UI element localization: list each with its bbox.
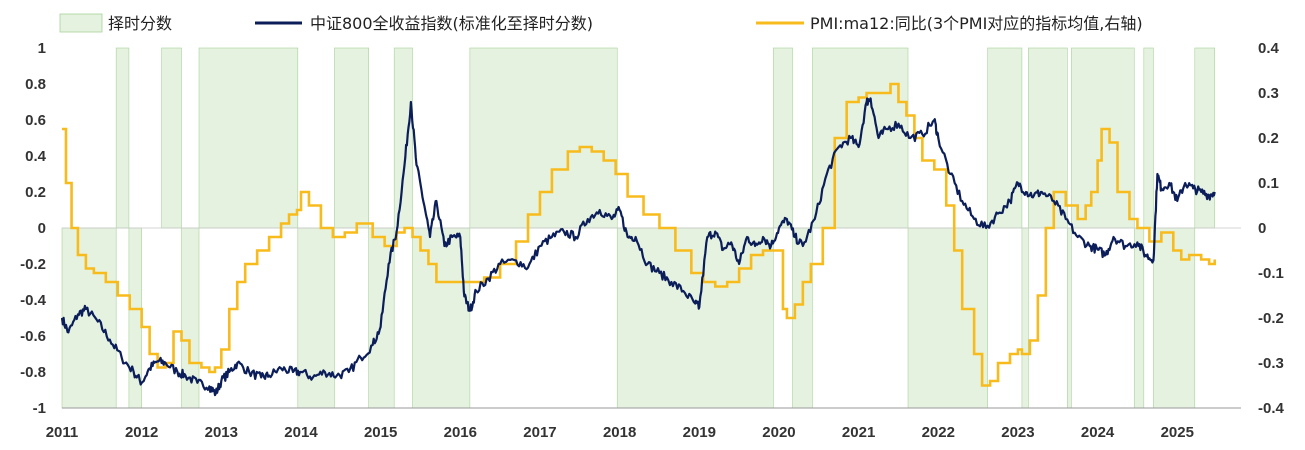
timing-score-positive-band <box>393 47 413 229</box>
timing-score-positive-band <box>987 47 1023 229</box>
right-y-tick-label: 0.1 <box>1258 175 1279 192</box>
legend: 择时分数 中证800全收益指数(标准化至择时分数) PMI:ma12:同比(3个PM… <box>59 13 1143 33</box>
x-tick-label: 2013 <box>205 424 238 441</box>
right-y-tick-label: -0.1 <box>1258 265 1284 282</box>
timing-score-negative-band <box>61 227 117 409</box>
right-y-tick-label: -0.2 <box>1258 310 1284 327</box>
timing-score-negative-band <box>907 227 988 409</box>
right-y-tick-label: 0.3 <box>1258 85 1279 102</box>
timing-score-positive-band <box>1143 47 1154 229</box>
x-tick-label: 2012 <box>125 424 158 441</box>
x-tick-label: 2022 <box>922 424 955 441</box>
x-tick-label: 2014 <box>284 424 318 441</box>
left-y-tick-label: -1 <box>33 400 46 417</box>
timing-score-positive-band <box>161 47 182 229</box>
left-y-tick-label: 0.6 <box>25 112 46 129</box>
legend-swatch-timing <box>59 13 103 33</box>
left-y-tick-label: 0 <box>38 220 46 237</box>
left-y-tick-label: -0.6 <box>20 328 46 345</box>
timing-score-positive-band <box>1194 47 1216 229</box>
left-y-tick-label: 0.4 <box>25 148 47 165</box>
axes: 2011 2012 2013 2014 2015 2016 2017 2018 2019 2020… <box>20 40 1284 441</box>
left-y-tick-label: -0.4 <box>20 292 47 309</box>
timing-score-positive-band <box>1028 47 1068 229</box>
csi800-total-return-line <box>60 97 1216 397</box>
right-y-tick-label: 0.2 <box>1258 130 1279 147</box>
left-y-tick-label: -0.8 <box>20 364 46 381</box>
right-y-tick-label: 0 <box>1258 220 1266 237</box>
left-y-tick-label: 1 <box>38 40 46 57</box>
left-y-tick-label: 0.2 <box>25 184 46 201</box>
timing-score-positive-band <box>469 47 618 229</box>
legend-label-timing: 择时分数 <box>108 14 172 33</box>
legend-label-csi800: 中证800全收益指数(标准化至择时分数) <box>310 14 593 33</box>
x-tick-label: 2019 <box>683 424 716 441</box>
timing-score-negative-band <box>1133 227 1145 409</box>
series <box>60 82 1217 397</box>
left-y-tick-label: -0.2 <box>20 256 46 273</box>
legend-label-pmi: PMI:ma12:同比(3个PMI对应的指标均值,右轴) <box>810 14 1143 33</box>
x-tick-label: 2025 <box>1161 424 1194 441</box>
x-tick-label: 2020 <box>762 424 795 441</box>
x-tick-label: 2023 <box>1001 424 1034 441</box>
timing-score-positive-band <box>773 47 793 229</box>
timing-score-negative-band <box>297 227 335 409</box>
x-tick-label: 2024 <box>1081 424 1115 441</box>
x-tick-label: 2017 <box>523 424 556 441</box>
right-y-tick-label: -0.4 <box>1258 400 1285 417</box>
timing-score-positive-band <box>198 47 299 229</box>
timing-score-negative-band <box>1067 227 1072 409</box>
left-y-tick-label: 0.8 <box>25 76 46 93</box>
timing-score-positive-band <box>334 47 369 229</box>
timing-score-positive-band <box>115 47 130 229</box>
pmi-yoy-line <box>62 82 1217 387</box>
timing-score-areas <box>61 47 1216 409</box>
x-tick-label: 2011 <box>46 424 79 441</box>
timing-score-negative-band <box>1021 227 1029 409</box>
timing-score-negative-band <box>1153 227 1196 409</box>
right-y-tick-label: 0.4 <box>1258 40 1280 57</box>
x-tick-label: 2021 <box>842 424 875 441</box>
x-tick-label: 2015 <box>364 424 397 441</box>
x-tick-label: 2018 <box>603 424 636 441</box>
x-tick-label: 2016 <box>444 424 477 441</box>
right-y-tick-label: -0.3 <box>1258 355 1284 372</box>
